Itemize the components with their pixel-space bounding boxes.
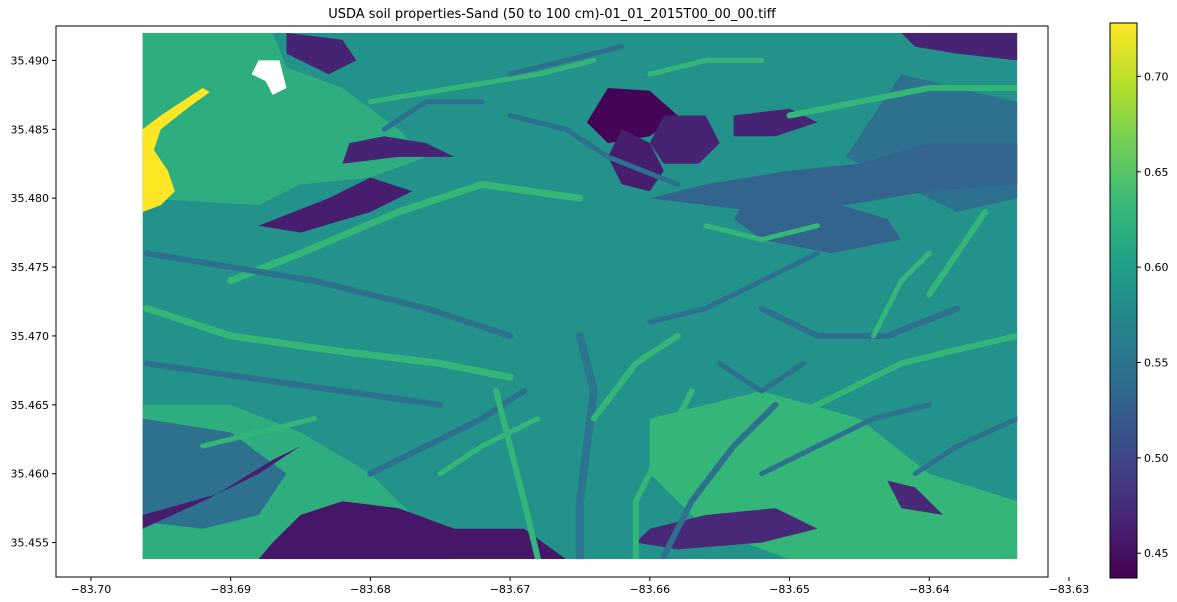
x-tick-label: −83.68 (350, 583, 391, 596)
raster-channel (758, 305, 961, 339)
colorbar (1110, 23, 1137, 578)
raster-region (142, 418, 287, 529)
raster-channel (870, 250, 932, 339)
raster-region (142, 446, 301, 529)
raster-region (649, 115, 720, 164)
x-tick-label: −83.70 (71, 583, 112, 596)
raster-channel (926, 209, 989, 298)
y-tick-label: 35.475 (11, 261, 50, 274)
raster-channel (493, 388, 541, 560)
colorbar-tick-label: 0.70 (1144, 70, 1169, 83)
raster-channel (717, 361, 806, 394)
x-tick-label: −83.64 (909, 583, 950, 596)
raster-channel (575, 331, 598, 560)
x-tick-label: −83.63 (1049, 583, 1090, 596)
raster-channel (632, 388, 695, 560)
raster-channel (143, 360, 444, 408)
colorbar-border (1109, 22, 1138, 579)
y-tick-label: 35.470 (11, 330, 50, 343)
raster-region (649, 143, 1018, 212)
x-tick-label: −83.66 (629, 583, 670, 596)
raster-region (901, 32, 1018, 61)
x-tick-label: −83.65 (769, 583, 810, 596)
soil-raster (142, 32, 1018, 560)
y-tick-label: 35.485 (11, 123, 50, 136)
raster-region (258, 177, 413, 233)
raster-channel (590, 332, 681, 422)
x-tick-label: −83.67 (490, 583, 531, 596)
raster-region (142, 88, 210, 212)
raster-region (586, 88, 678, 144)
raster-region (342, 136, 455, 164)
raster-channel (143, 250, 514, 339)
x-tick-label: −83.69 (210, 583, 251, 596)
raster-region (286, 32, 357, 75)
raster-channel (786, 332, 1018, 422)
raster-region (635, 508, 818, 550)
raster-channel (381, 99, 485, 132)
colorbar-tick-label: 0.60 (1144, 261, 1169, 274)
raster-region (887, 480, 944, 515)
raster-channel (507, 44, 625, 77)
raster-channel (437, 416, 541, 477)
raster-region (258, 501, 566, 560)
colorbar-axis: 0.45 0.50 0.55 0.60 0.65 0.70 (1137, 70, 1169, 560)
y-tick-label: 35.455 (11, 537, 50, 550)
raster-channel (660, 401, 779, 560)
raster-channel (227, 180, 584, 285)
nodata-patch (251, 60, 287, 95)
raster-channel (367, 57, 597, 105)
raster-channel (647, 57, 765, 77)
colorbar-tick-label: 0.45 (1144, 547, 1169, 560)
y-tick-label: 35.465 (11, 399, 50, 412)
y-axis: 35.455 35.460 35.465 35.470 35.475 35.480 35.4… (11, 54, 56, 550)
raster-channel (759, 402, 932, 477)
raster-channel (703, 223, 820, 242)
plot-border (55, 25, 1049, 578)
x-axis: −83.70 −83.69 −83.68 −83.67 −83.66 −83.65 −83.… (71, 577, 1090, 596)
raster-channel (647, 250, 820, 325)
raster-channel (200, 416, 317, 449)
chart-title: USDA soil properties-Sand (50 to 100 cm)… (328, 7, 777, 22)
raster-channel (507, 113, 681, 187)
raster-channel (367, 388, 528, 477)
raster-channel (912, 416, 1018, 477)
raster-channel (143, 304, 514, 381)
raster-channel (786, 85, 1018, 119)
y-tick-label: 35.460 (11, 468, 50, 481)
colorbar-tick-label: 0.50 (1144, 452, 1169, 465)
colorbar-tick-label: 0.55 (1144, 356, 1169, 369)
y-tick-label: 35.490 (11, 54, 50, 67)
y-tick-label: 35.480 (11, 192, 50, 205)
colorbar-tick-label: 0.65 (1144, 166, 1169, 179)
